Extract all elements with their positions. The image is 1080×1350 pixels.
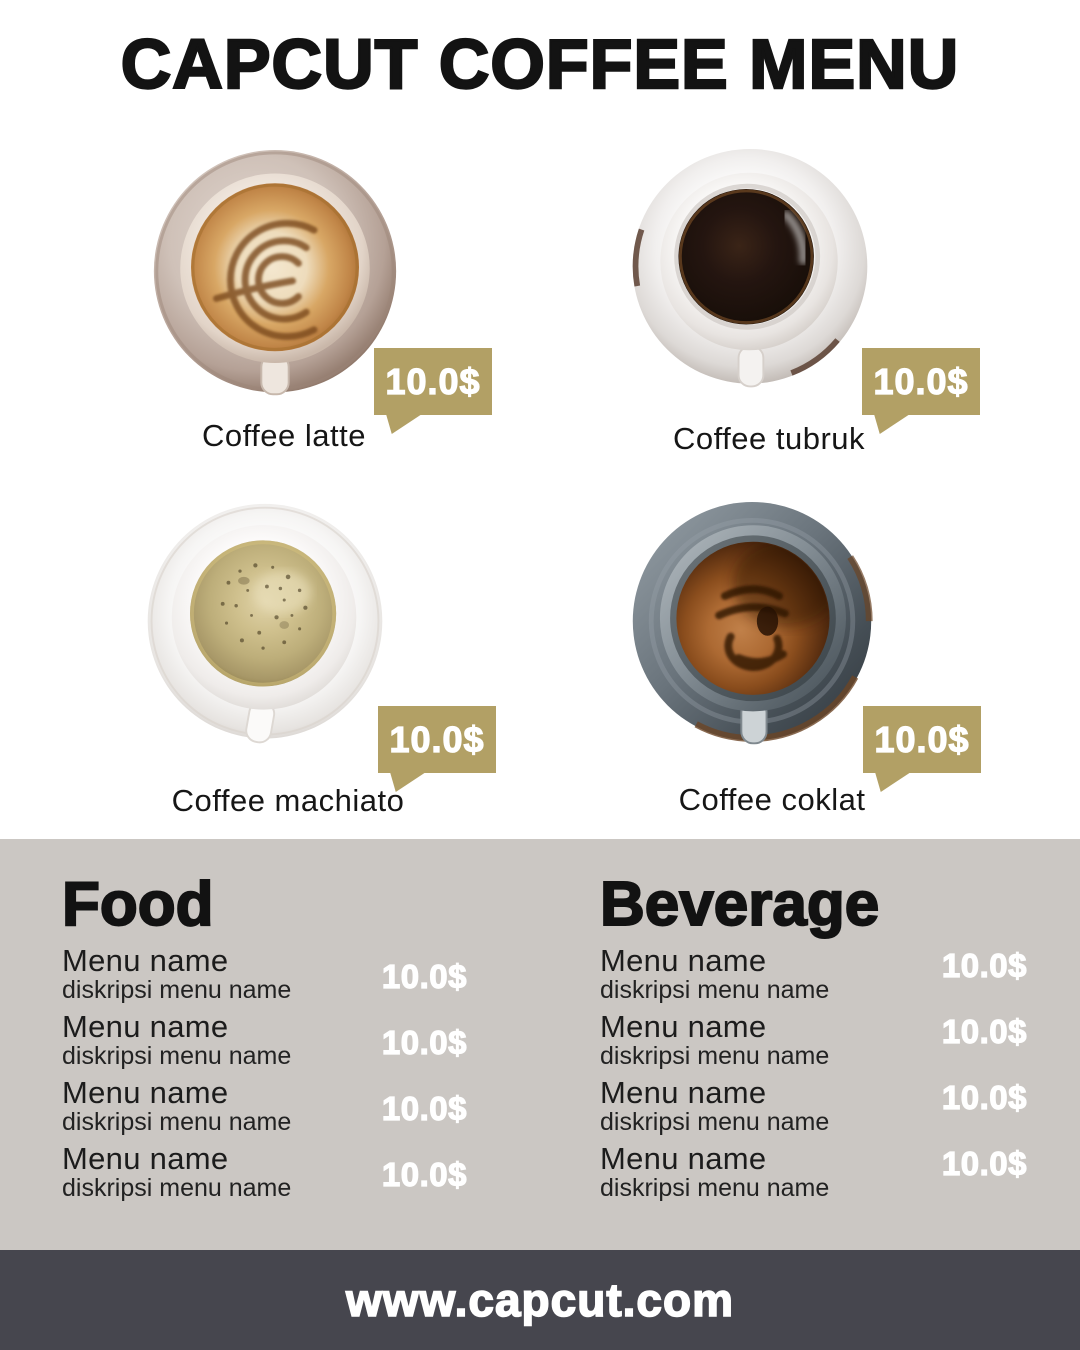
menu-band: Food Menu name diskripsi menu name 10.0$…: [0, 839, 1080, 1250]
menu-item: Menu name diskripsi menu name 10.0$: [62, 1076, 467, 1135]
price-label: 10.0$: [385, 360, 481, 402]
product-card-coklat: 10.0$ Coffee coklat: [600, 501, 995, 820]
menu-item-description: diskripsi menu name: [62, 1042, 292, 1070]
menu-item: Menu name diskripsi menu name 10.0$: [62, 1010, 467, 1069]
menu-item-price: 10.0$: [381, 957, 467, 995]
menu-item-description: diskripsi menu name: [62, 1174, 292, 1202]
product-name: Coffee machiato: [171, 783, 405, 818]
menu-item-name: Menu name: [62, 1141, 229, 1176]
product-name: Coffee coklat: [678, 782, 866, 817]
product-card-machiato: 10.0$ Coffee machiato: [140, 500, 500, 820]
menu-item-price: 10.0$: [381, 1155, 467, 1193]
beverage-section: Beverage Menu name diskripsi menu name 1…: [599, 870, 1027, 1208]
menu-item: Menu name diskripsi menu name 10.0$: [600, 1142, 1027, 1201]
price-label: 10.0$: [873, 360, 969, 402]
menu-item-name: Menu name: [62, 943, 229, 978]
price-label: 10.0$: [874, 718, 970, 760]
menu-item-price: 10.0$: [381, 1089, 467, 1127]
coffee-coklat-image-wrap: [626, 501, 878, 753]
page-title: CAPCUT COFFEE MENU: [120, 24, 960, 104]
menu-item-name: Menu name: [62, 1075, 229, 1110]
menu-item-price: 10.0$: [941, 946, 1027, 984]
website-url: www.capcut.com: [345, 1273, 735, 1327]
menu-item: Menu name diskripsi menu name 10.0$: [600, 1076, 1027, 1135]
menu-item-description: diskripsi menu name: [600, 976, 830, 1004]
menu-item-name: Menu name: [600, 1141, 767, 1176]
menu-item-description: diskripsi menu name: [600, 1108, 830, 1136]
product-card-latte: 10.0$ Coffee latte: [140, 148, 496, 464]
menu-item-description: diskripsi menu name: [62, 976, 292, 1004]
menu-item-name: Menu name: [600, 1009, 767, 1044]
footer-bar: www.capcut.com: [0, 1250, 1080, 1350]
menu-item: Menu name diskripsi menu name 10.0$: [600, 944, 1027, 1003]
food-heading: Food: [61, 870, 215, 939]
menu-item-description: diskripsi menu name: [600, 1042, 830, 1070]
price-label: 10.0$: [389, 718, 485, 760]
coffee-machiato-image-wrap: [140, 500, 390, 750]
coffee-tubruk-image: [632, 148, 868, 388]
menu-item-description: diskripsi menu name: [600, 1174, 830, 1202]
price-tag: 10.0$: [862, 348, 980, 434]
coffee-machiato-image: [147, 503, 383, 744]
menu-item-price: 10.0$: [381, 1023, 467, 1061]
price-tag: 10.0$: [378, 706, 496, 792]
menu-item-name: Menu name: [600, 1075, 767, 1110]
product-name: Coffee tubruk: [672, 421, 866, 456]
menu-item-price: 10.0$: [941, 1144, 1027, 1182]
product-name: Coffee latte: [202, 418, 366, 453]
menu-item-price: 10.0$: [941, 1012, 1027, 1050]
menu-item: Menu name diskripsi menu name 10.0$: [62, 1142, 467, 1201]
menu-item-name: Menu name: [600, 943, 767, 978]
beverage-heading: Beverage: [599, 870, 880, 939]
menu-item: Menu name diskripsi menu name 10.0$: [62, 944, 467, 1003]
menu-item-name: Menu name: [62, 1009, 229, 1044]
food-section: Food Menu name diskripsi menu name 10.0$…: [61, 870, 467, 1208]
price-tag: 10.0$: [374, 348, 492, 434]
price-tag: 10.0$: [863, 706, 981, 792]
coffee-latte-image: [153, 150, 397, 396]
coffee-latte-image-wrap: [148, 150, 402, 404]
menu-item-description: diskripsi menu name: [62, 1108, 292, 1136]
coffee-tubruk-image-wrap: [626, 148, 874, 396]
coffee-coklat-image: [631, 501, 873, 745]
menu-item-price: 10.0$: [941, 1078, 1027, 1116]
product-card-tubruk: 10.0$ Coffee tubruk: [600, 146, 995, 464]
menu-item: Menu name diskripsi menu name 10.0$: [600, 1010, 1027, 1069]
